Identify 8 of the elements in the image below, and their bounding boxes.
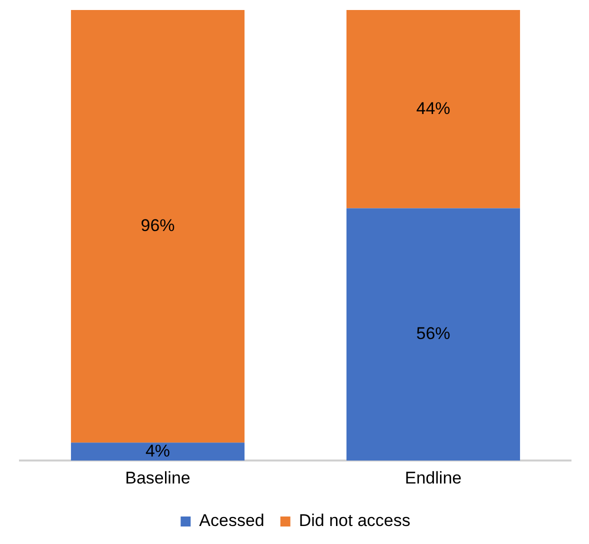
- data-label: 44%: [416, 98, 450, 118]
- data-label: 96%: [140, 216, 175, 235]
- data-label: 56%: [416, 324, 450, 344]
- legend-label: Did not access: [298, 511, 410, 530]
- legend-label: Acessed: [199, 511, 264, 530]
- data-label: 4%: [145, 441, 170, 460]
- x-tick-label: Endline: [404, 468, 462, 488]
- x-tick-label: Baseline: [125, 468, 190, 488]
